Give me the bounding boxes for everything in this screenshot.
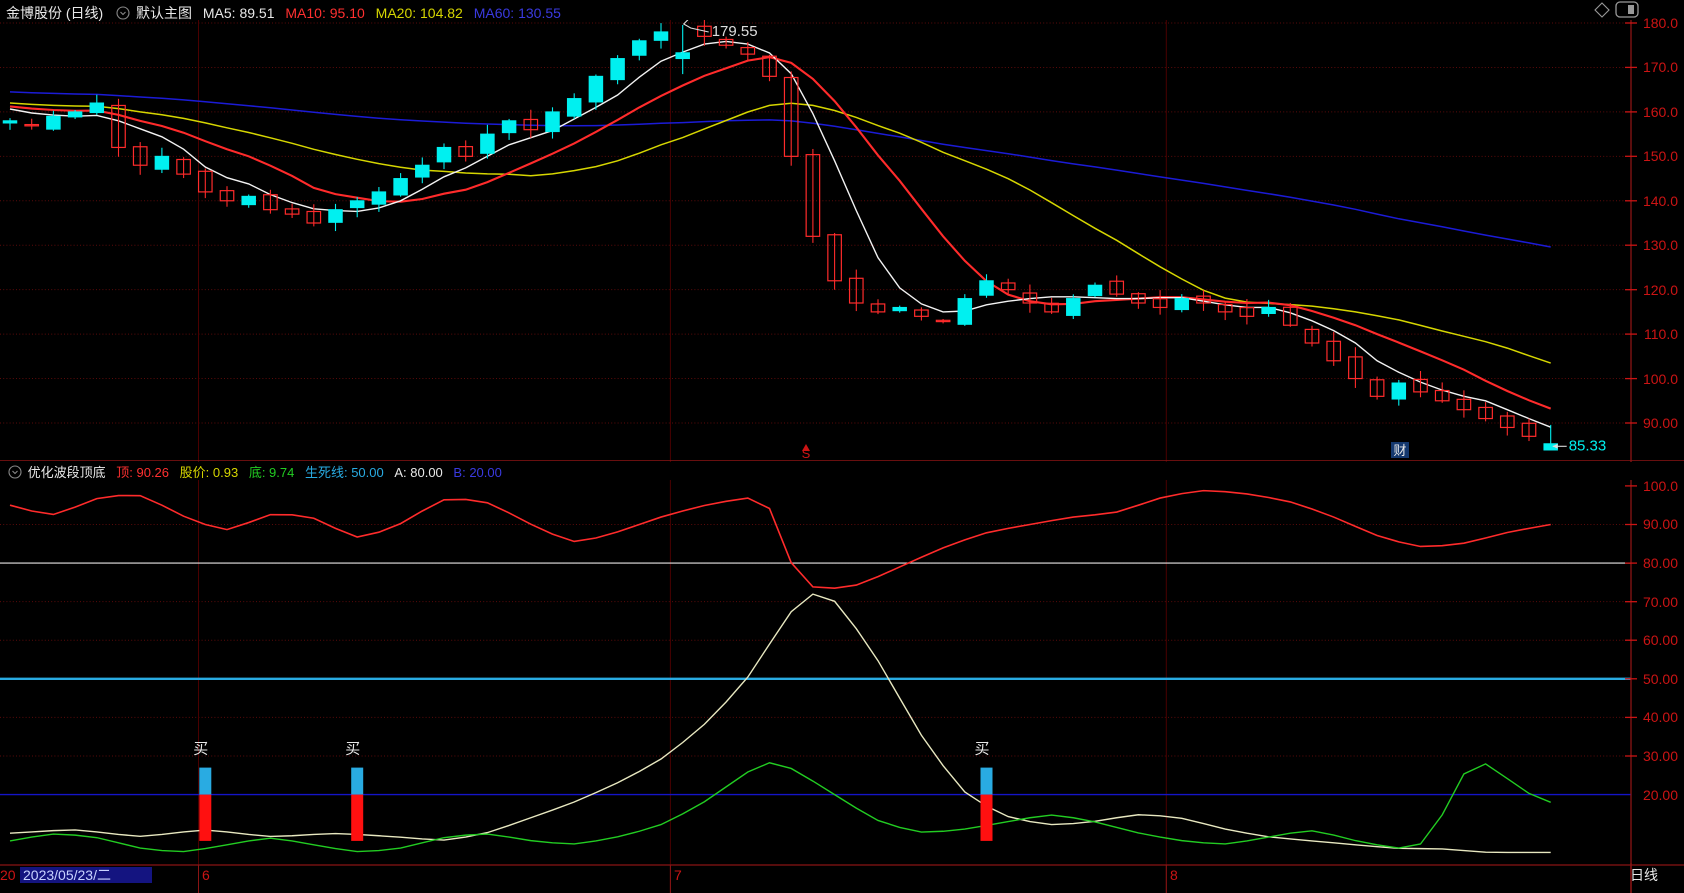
svg-text:6: 6 — [202, 867, 210, 883]
svg-text:2023/05/23/二: 2023/05/23/二 — [23, 867, 111, 883]
svg-text:7: 7 — [674, 867, 682, 883]
svg-text:8: 8 — [1170, 867, 1178, 883]
svg-text:买: 买 — [345, 741, 360, 758]
svg-text:买: 买 — [193, 741, 208, 758]
svg-text:买: 买 — [975, 741, 990, 758]
svg-text:179.55: 179.55 — [712, 23, 758, 40]
svg-text:财: 财 — [1393, 443, 1406, 458]
svg-text:日线: 日线 — [1630, 867, 1658, 883]
svg-text:85.33: 85.33 — [1569, 437, 1607, 454]
svg-text:20: 20 — [0, 867, 16, 883]
